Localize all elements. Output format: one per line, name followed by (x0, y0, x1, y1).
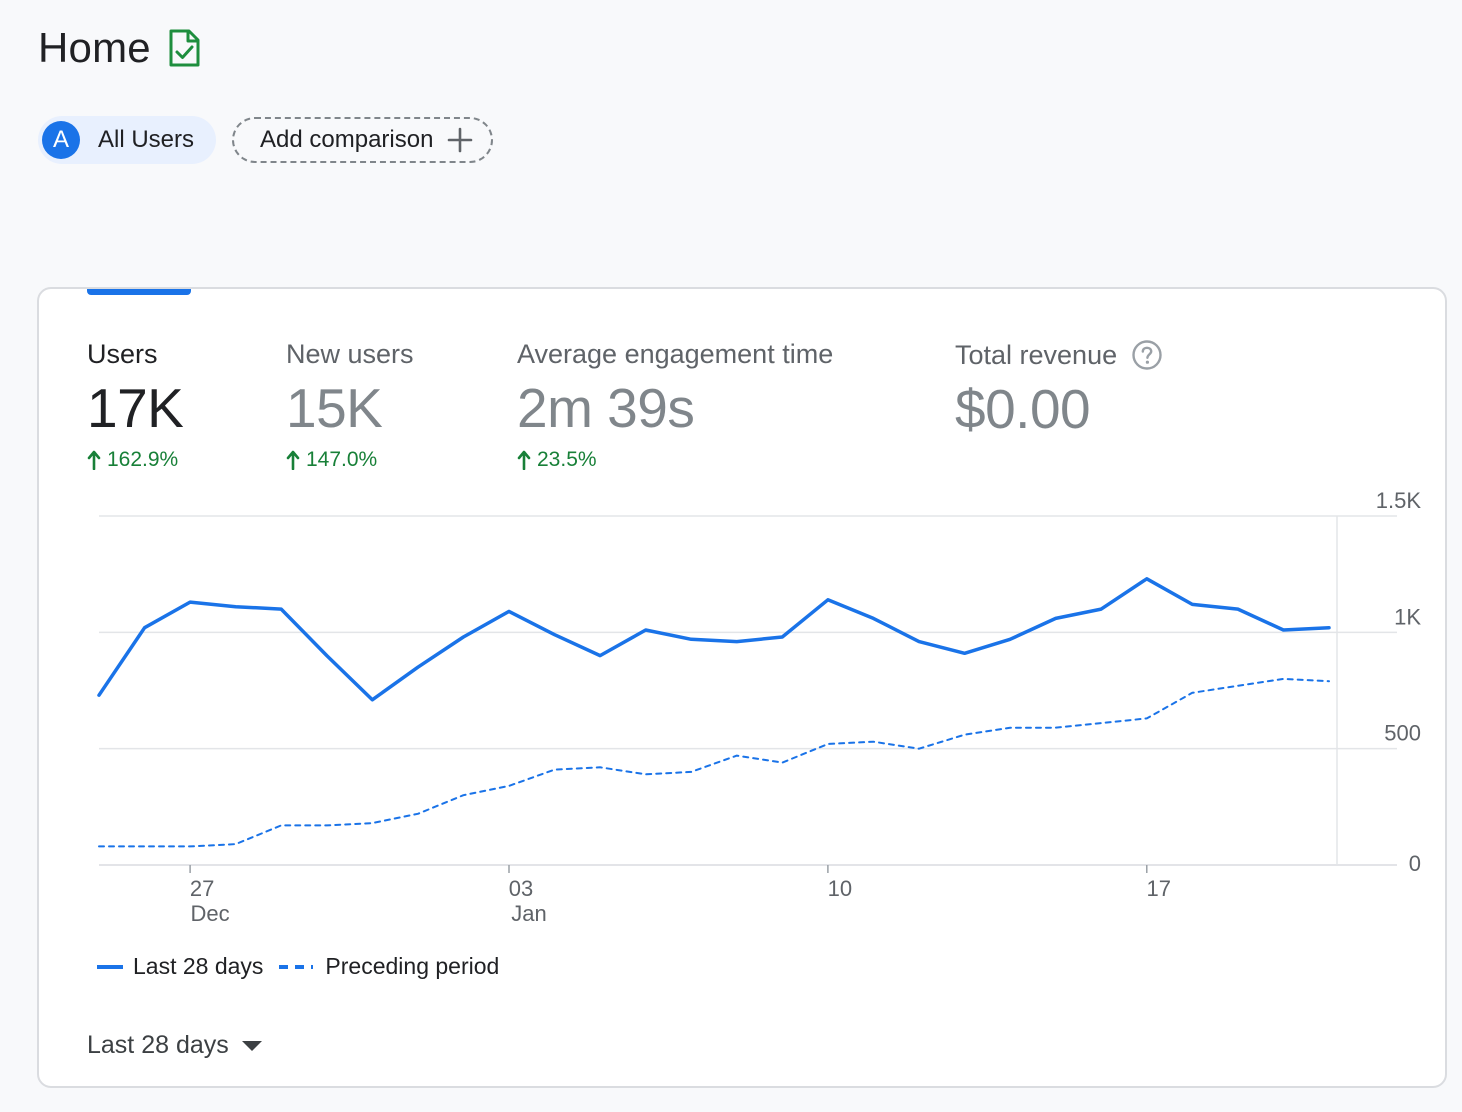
caret-down-icon (241, 1040, 262, 1051)
help-circle-icon[interactable] (1131, 339, 1163, 371)
x-tick-label: 27 (190, 876, 214, 901)
metric-value: $0.00 (955, 378, 1091, 440)
legend-label: Preceding period (325, 953, 500, 979)
metric-change: 162.9% (87, 448, 183, 472)
metric-change-value: 147.0% (306, 448, 378, 471)
x-tick-label: 03 (509, 876, 533, 901)
verified-report-icon[interactable] (167, 28, 201, 68)
metric-label: Total revenue (955, 339, 1163, 371)
metric-value: 15K (286, 377, 383, 439)
metric-label: New users (286, 339, 414, 369)
page-title: Home (38, 24, 151, 71)
metric-change-value: 162.9% (107, 448, 179, 471)
plus-icon (448, 127, 473, 153)
date-range-selector[interactable]: Last 28 days (87, 1031, 263, 1060)
y-tick-label: 1.5K (1376, 488, 1422, 513)
metric-label-text: Total revenue (955, 339, 1118, 370)
add-comparison-label: Add comparison (260, 126, 434, 153)
metric-new-users[interactable]: New users 15K 147.0% (286, 339, 414, 472)
x-tick-label: 17 (1147, 876, 1171, 901)
overview-card: Users 17K 162.9% New users 15K 147.0% Av… (37, 287, 1447, 1088)
y-tick-label: 1K (1394, 604, 1421, 629)
metric-users[interactable]: Users 17K 162.9% (87, 339, 184, 472)
date-range-label: Last 28 days (87, 1031, 229, 1059)
add-comparison-button[interactable]: Add comparison (232, 117, 494, 163)
y-tick-label: 0 (1409, 851, 1421, 876)
legend-label: Last 28 days (133, 953, 264, 979)
x-tick-sublabel: Dec (191, 901, 230, 926)
y-tick-label: 500 (1384, 721, 1421, 746)
segment-avatar: A (42, 121, 80, 159)
legend-swatch-solid (97, 964, 123, 969)
metric-total-revenue[interactable]: Total revenue $0.00 (955, 339, 1163, 441)
metric-label: Average engagement time (517, 339, 834, 369)
metric-change: 23.5% (517, 448, 833, 472)
segment-label: All Users (98, 126, 195, 153)
x-tick-label: 10 (828, 876, 852, 901)
metric-value: 2m 39s (517, 377, 695, 439)
metric-change: 147.0% (286, 448, 414, 472)
page-header: Home (38, 24, 201, 72)
metric-value: 17K (87, 377, 184, 439)
chart-legend: Last 28 days Preceding period (97, 953, 499, 980)
x-tick-sublabel: Jan (511, 901, 546, 926)
comparison-chips: A All Users Add comparison (38, 116, 494, 164)
arrow-up-icon (87, 450, 101, 470)
metric-change-value: 23.5% (537, 448, 597, 471)
segment-chip-all-users[interactable]: A All Users (38, 116, 217, 164)
arrow-up-icon (517, 450, 531, 470)
series-line-preceding-period (98, 677, 1330, 848)
legend-swatch-dashed (279, 964, 314, 969)
active-tab-indicator (87, 289, 191, 295)
metric-label: Users (87, 339, 158, 369)
metric-avg-engagement-time[interactable]: Average engagement time 2m 39s 23.5% (517, 339, 833, 472)
series-line-last-28-days (97, 577, 1331, 702)
arrow-up-icon (286, 450, 300, 470)
